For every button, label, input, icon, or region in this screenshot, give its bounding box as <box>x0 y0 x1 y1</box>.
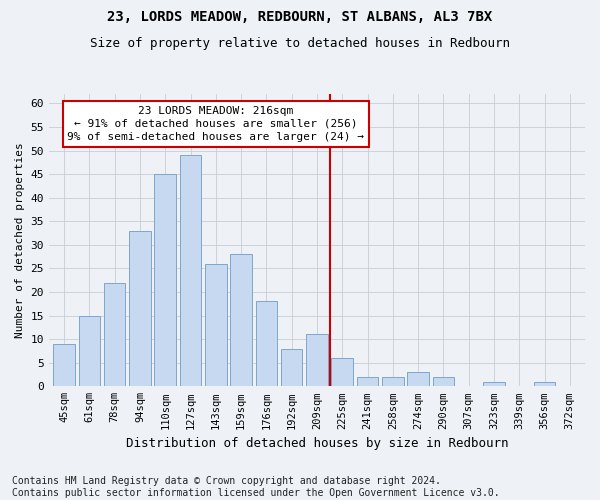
Text: Contains HM Land Registry data © Crown copyright and database right 2024.
Contai: Contains HM Land Registry data © Crown c… <box>12 476 500 498</box>
Bar <box>180 156 201 386</box>
Bar <box>382 377 404 386</box>
Bar <box>306 334 328 386</box>
Bar <box>357 377 378 386</box>
Bar <box>129 230 151 386</box>
Bar <box>534 382 555 386</box>
Bar <box>281 348 302 387</box>
Y-axis label: Number of detached properties: Number of detached properties <box>15 142 25 338</box>
Text: 23, LORDS MEADOW, REDBOURN, ST ALBANS, AL3 7BX: 23, LORDS MEADOW, REDBOURN, ST ALBANS, A… <box>107 10 493 24</box>
Bar <box>483 382 505 386</box>
Bar <box>79 316 100 386</box>
Bar <box>256 302 277 386</box>
Bar <box>154 174 176 386</box>
Bar <box>230 254 252 386</box>
Bar <box>331 358 353 386</box>
Bar <box>104 282 125 387</box>
Bar <box>205 264 227 386</box>
X-axis label: Distribution of detached houses by size in Redbourn: Distribution of detached houses by size … <box>126 437 508 450</box>
Text: 23 LORDS MEADOW: 216sqm
← 91% of detached houses are smaller (256)
9% of semi-de: 23 LORDS MEADOW: 216sqm ← 91% of detache… <box>67 106 364 142</box>
Text: Size of property relative to detached houses in Redbourn: Size of property relative to detached ho… <box>90 38 510 51</box>
Bar <box>407 372 429 386</box>
Bar <box>433 377 454 386</box>
Bar <box>53 344 75 387</box>
